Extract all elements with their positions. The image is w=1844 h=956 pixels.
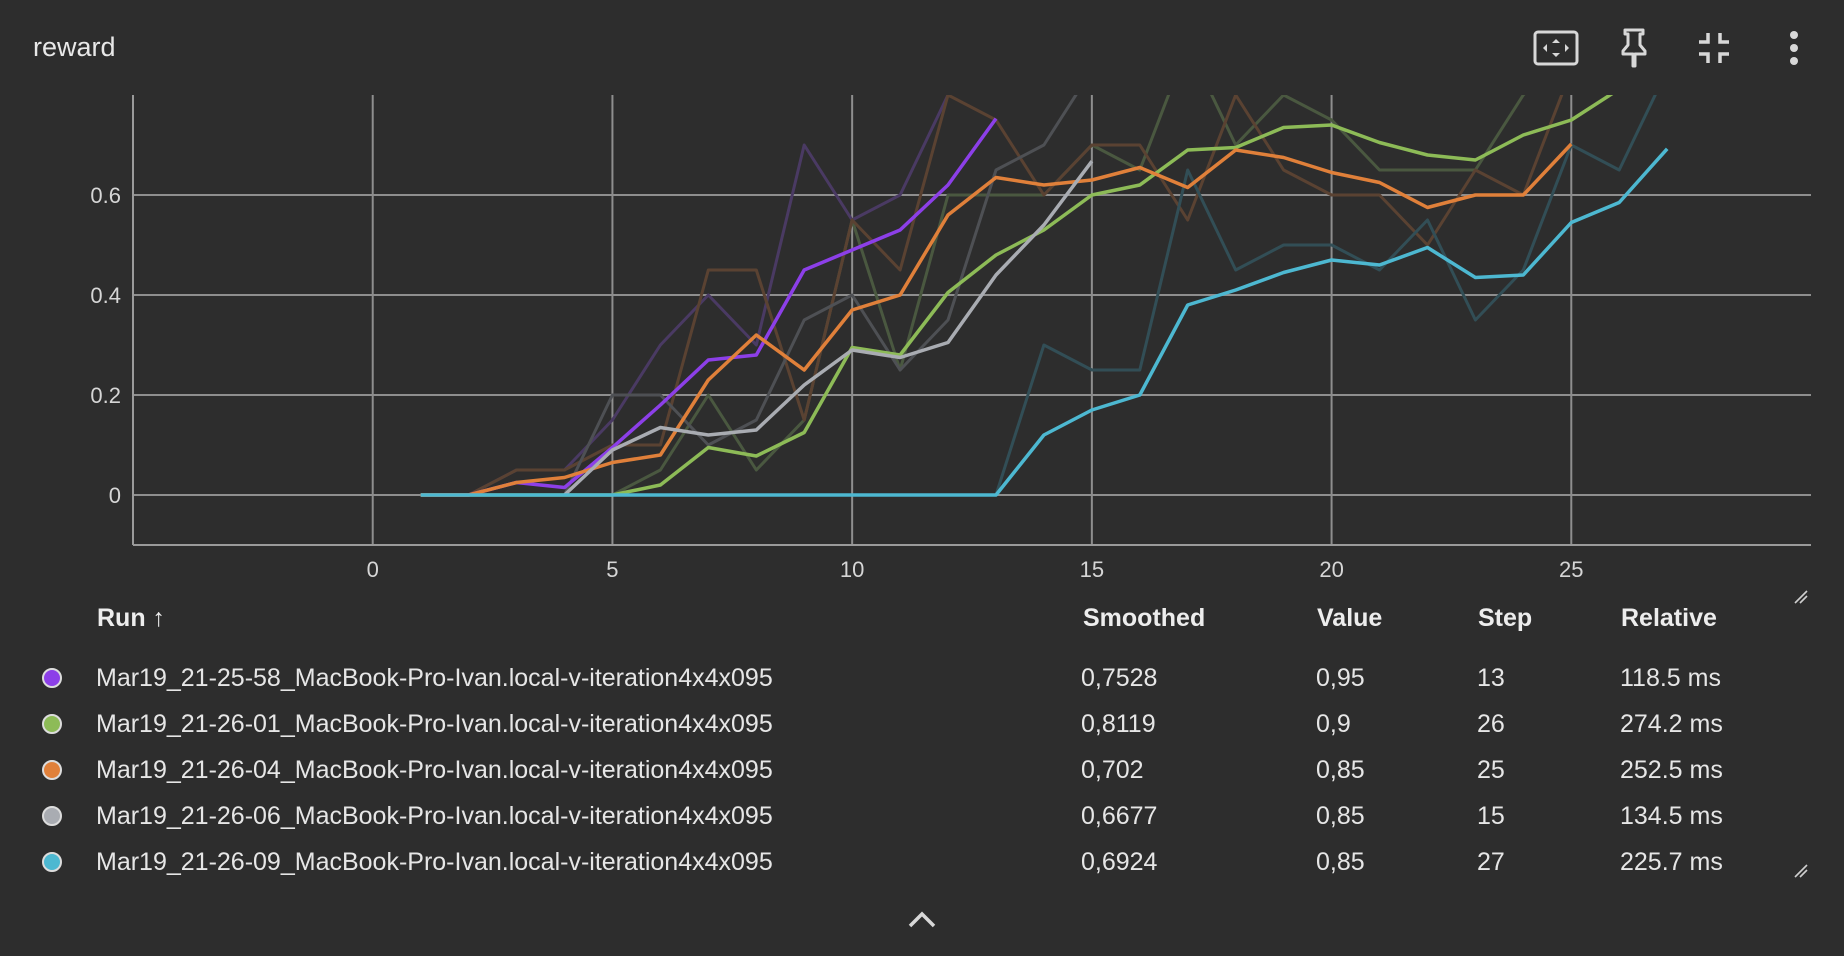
column-header-relative[interactable]: Relative — [1621, 604, 1717, 632]
collapse-button[interactable] — [1688, 22, 1740, 74]
table-row[interactable]: Mar19_21-26-01_MacBook-Pro-Ivan.local-v-… — [0, 702, 1844, 748]
table-resize-handle-icon[interactable] — [1794, 864, 1808, 878]
relative-time: 252.5 ms — [1620, 756, 1723, 784]
y-tick-label: 0.4 — [90, 283, 121, 308]
smoothed-series-line-3[interactable] — [563, 160, 1094, 497]
x-tick-label: 10 — [840, 557, 864, 582]
table-row[interactable]: Mar19_21-26-06_MacBook-Pro-Ivan.local-v-… — [0, 794, 1844, 840]
column-header-run[interactable]: Run ↑ — [97, 604, 166, 632]
run-name: Mar19_21-25-58_MacBook-Pro-Ivan.local-v-… — [96, 664, 773, 692]
smoothed-value: 0,6924 — [1081, 848, 1158, 876]
step-value: 26 — [1477, 710, 1505, 738]
relative-time: 134.5 ms — [1620, 802, 1723, 830]
step-value: 27 — [1477, 848, 1505, 876]
column-header-smoothed[interactable]: Smoothed — [1083, 604, 1206, 632]
y-tick-label: 0 — [109, 483, 121, 508]
run-color-swatch[interactable] — [42, 668, 62, 688]
raw-series-line-3[interactable] — [563, 90, 1092, 496]
x-tick-label: 15 — [1080, 557, 1104, 582]
run-name: Mar19_21-26-04_MacBook-Pro-Ivan.local-v-… — [96, 756, 773, 784]
run-name: Mar19_21-26-01_MacBook-Pro-Ivan.local-v-… — [96, 710, 773, 738]
table-row[interactable]: Mar19_21-26-09_MacBook-Pro-Ivan.local-v-… — [0, 840, 1844, 886]
x-tick-label: 0 — [367, 557, 379, 582]
expand-table-chevron-up-icon[interactable] — [904, 908, 940, 932]
reward-line-chart[interactable]: 0 5 10 15 20 25 0 0.2 0.4 0.6 — [0, 90, 1844, 590]
smoothed-series-line-2[interactable] — [420, 142, 1573, 497]
column-header-step[interactable]: Step — [1478, 604, 1533, 632]
smoothed-value: 0,7528 — [1081, 664, 1158, 692]
raw-value: 0,9 — [1316, 710, 1351, 738]
x-tick-label: 5 — [606, 557, 618, 582]
step-value: 25 — [1477, 756, 1505, 784]
table-row[interactable]: Mar19_21-26-04_MacBook-Pro-Ivan.local-v-… — [0, 748, 1844, 794]
step-value: 15 — [1477, 802, 1505, 830]
card-title: reward — [33, 32, 116, 62]
chart-grid — [133, 95, 1811, 545]
collapse-icon — [1699, 33, 1729, 63]
relative-time: 274.2 ms — [1620, 710, 1723, 738]
chart-resize-handle-icon[interactable] — [1794, 590, 1808, 604]
more-options-button[interactable] — [1768, 22, 1820, 74]
relative-time: 225.7 ms — [1620, 848, 1723, 876]
run-color-swatch[interactable] — [42, 852, 62, 872]
fit-to-data-icon — [1533, 30, 1579, 66]
run-color-swatch[interactable] — [42, 806, 62, 826]
run-color-swatch[interactable] — [42, 714, 62, 734]
run-name: Mar19_21-26-09_MacBook-Pro-Ivan.local-v-… — [96, 848, 773, 876]
raw-value: 0,85 — [1316, 848, 1365, 876]
pin-icon — [1621, 28, 1647, 68]
raw-value: 0,95 — [1316, 664, 1365, 692]
raw-value: 0,85 — [1316, 756, 1365, 784]
pin-button[interactable] — [1608, 22, 1660, 74]
column-header-value[interactable]: Value — [1317, 604, 1383, 632]
chart-axes: 0 5 10 15 20 25 0 0.2 0.4 0.6 — [90, 95, 1811, 582]
smoothed-value: 0,702 — [1081, 756, 1144, 784]
x-tick-label: 20 — [1319, 557, 1343, 582]
relative-time: 118.5 ms — [1620, 664, 1721, 692]
y-tick-label: 0.6 — [90, 183, 121, 208]
smoothed-value: 0,8119 — [1081, 710, 1156, 738]
smoothed-value: 0,6677 — [1081, 802, 1158, 830]
smoothed-series-line-4[interactable] — [420, 147, 1669, 497]
raw-value: 0,85 — [1316, 802, 1365, 830]
step-value: 13 — [1477, 664, 1505, 692]
smoothed-series-layer — [420, 95, 1669, 497]
table-row[interactable]: Mar19_21-25-58_MacBook-Pro-Ivan.local-v-… — [0, 656, 1844, 702]
fit-to-data-button[interactable] — [1530, 22, 1582, 74]
more-vert-icon — [1790, 31, 1798, 65]
raw-series-line-1[interactable] — [420, 90, 1620, 497]
run-color-swatch[interactable] — [42, 760, 62, 780]
x-tick-label: 25 — [1559, 557, 1583, 582]
y-tick-label: 0.2 — [90, 383, 121, 408]
run-name: Mar19_21-26-06_MacBook-Pro-Ivan.local-v-… — [96, 802, 773, 830]
